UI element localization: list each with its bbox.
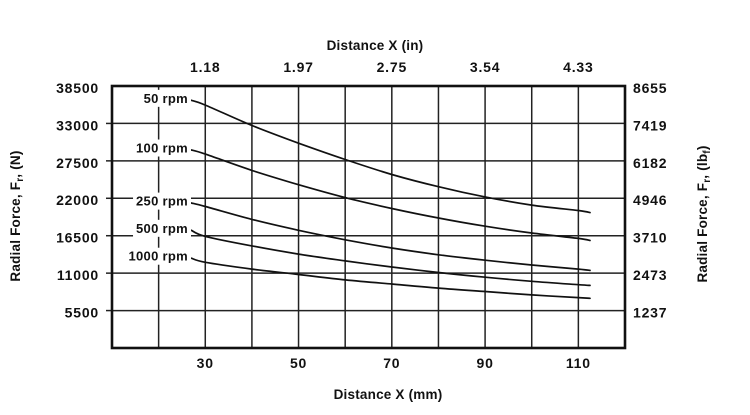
y-left-tick-label: 16500	[56, 230, 99, 246]
curve-500-rpm	[190, 229, 591, 287]
y-right-tick-label: 2473	[633, 267, 667, 283]
curve-label-bg	[133, 139, 191, 157]
x-bottom-tick-label: 50	[290, 355, 307, 371]
y-right-tick-label: 7419	[633, 117, 667, 133]
curve-label-bg	[140, 89, 191, 107]
y-right-tick-label: 8655	[633, 80, 667, 96]
y-right-tick-label: 3710	[633, 230, 667, 246]
x-bottom-tick-label: 70	[383, 355, 400, 371]
curve-label-50-rpm: 50 rpm	[144, 91, 188, 106]
x-top-tick-label: 2.75	[377, 59, 407, 75]
curve-100-rpm	[190, 149, 591, 242]
axis-title-bottom: Distance X (mm)	[334, 387, 443, 402]
x-top-tick-label: 4.33	[563, 59, 593, 75]
y-left-tick-label: 33000	[56, 117, 99, 133]
curve-250-rpm	[190, 202, 591, 272]
y-left-tick-label: 38500	[56, 80, 99, 96]
x-top-tick-label: 3.54	[470, 59, 500, 75]
x-bottom-tick-label: 110	[566, 355, 591, 371]
axis-title-left: Radial Force, Fr, (N)	[8, 150, 26, 281]
axis-title-top: Distance X (in)	[327, 38, 424, 53]
curve-label-1000-rpm: 1000 rpm	[129, 249, 189, 264]
curve-1000-rpm	[190, 257, 591, 300]
curve-label-bg	[133, 192, 191, 210]
curve-label-bg	[133, 219, 191, 237]
plot-border	[110, 84, 627, 350]
axis-title-right: Radial Force, Fr, (lbf)	[695, 145, 713, 282]
curve-50-rpm	[190, 99, 591, 214]
y-left-tick-label: 11000	[57, 267, 99, 283]
y-left-tick-label: 27500	[56, 155, 99, 171]
curve-label-bg	[125, 247, 191, 265]
y-right-tick-label: 6182	[633, 155, 667, 171]
y-left-tick-label: 5500	[65, 304, 99, 320]
curve-label-100-rpm: 100 rpm	[136, 141, 188, 156]
y-left-tick-label: 22000	[56, 192, 99, 208]
x-top-tick-label: 1.18	[190, 59, 220, 75]
curve-label-250-rpm: 250 rpm	[136, 194, 188, 209]
x-top-tick-label: 1.97	[283, 59, 313, 75]
y-right-tick-label: 1237	[633, 304, 667, 320]
y-right-tick-label: 4946	[633, 192, 667, 208]
x-bottom-tick-label: 30	[197, 355, 214, 371]
curve-label-500-rpm: 500 rpm	[136, 221, 188, 236]
x-bottom-tick-label: 90	[476, 355, 493, 371]
